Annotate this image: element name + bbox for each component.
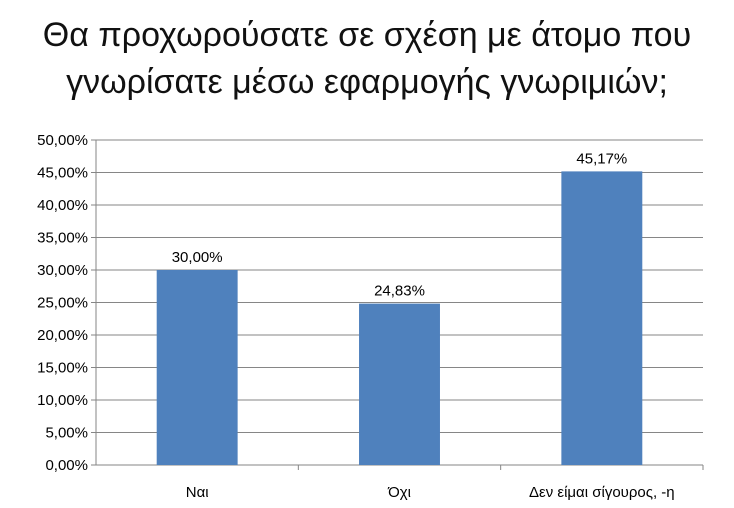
y-tick-label: 5,00%: [45, 425, 88, 442]
y-tick-label: 10,00%: [37, 392, 88, 409]
bar: [561, 171, 643, 465]
y-tick-label: 40,00%: [37, 197, 88, 214]
y-tick-label: 30,00%: [37, 262, 88, 279]
y-tick-label: 20,00%: [37, 327, 88, 344]
chart-title: Θα προχωρούσατε σε σχέση με άτομο που γν…: [0, 12, 734, 106]
bar: [359, 303, 440, 465]
chart-title-line-2: γνωρίσατε μέσω εφαρμογής γνωριμιών;: [66, 63, 668, 101]
chart-title-line-1: Θα προχωρούσατε σε σχέση με άτομο που: [42, 16, 692, 54]
y-tick-label: 15,00%: [37, 360, 88, 377]
data-label: 24,83%: [374, 283, 425, 300]
bars: [156, 171, 643, 465]
y-tick-label: 45,00%: [37, 165, 88, 182]
x-tick-label: Ναι: [186, 484, 209, 501]
data-label: 30,00%: [172, 249, 223, 266]
y-tick-label: 50,00%: [37, 132, 88, 149]
y-tick-label: 25,00%: [37, 295, 88, 312]
x-tick-label: Δεν είμαι σίγουρος, -η: [529, 484, 675, 501]
bar: [156, 270, 238, 465]
labels: 30,00% Ναι 24,83% Όχι 45,17% Δεν είμαι σίγουρ…: [172, 150, 675, 501]
y-tick-label: 0,00%: [45, 457, 88, 474]
data-label: 45,17%: [576, 150, 627, 167]
y-tick-label: 35,00%: [37, 230, 88, 247]
x-tick-label: Όχι: [387, 484, 411, 501]
